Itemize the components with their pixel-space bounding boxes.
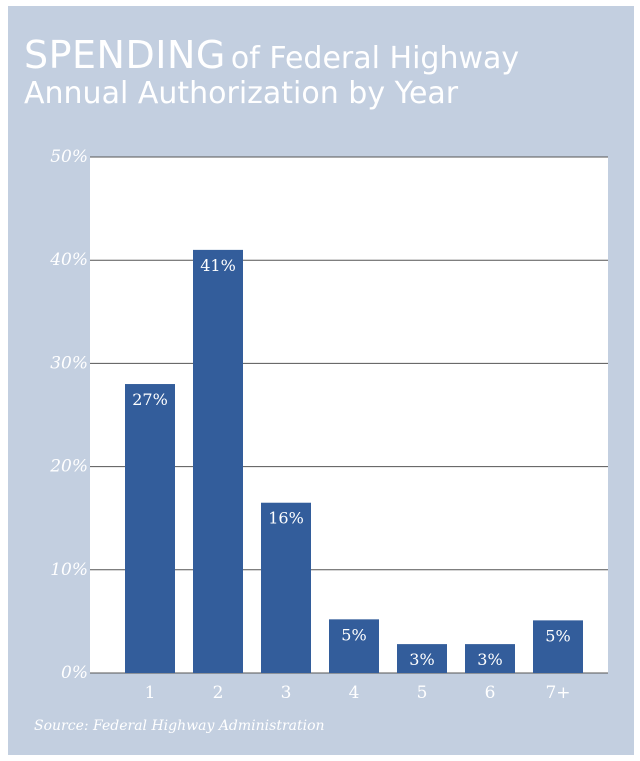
data-label: 16% (268, 509, 304, 528)
title-main: SPENDING (24, 33, 226, 77)
data-label: 3% (477, 650, 502, 669)
y-tick-label: 40% (49, 250, 88, 270)
bar (533, 620, 583, 673)
y-tick-label: 10% (50, 560, 88, 580)
title-rest: of Federal Highway (230, 41, 520, 76)
data-label: 41% (200, 256, 236, 275)
bar (465, 644, 515, 673)
x-tick-label: 5 (417, 683, 428, 703)
chart-title: SPENDING of Federal Highway Annual Autho… (24, 33, 632, 111)
x-tick-label: 7+ (545, 683, 570, 703)
data-label: 27% (132, 390, 168, 409)
x-tick-label: 6 (485, 683, 496, 703)
x-tick-label: 2 (213, 683, 224, 703)
y-tick-label: 30% (50, 353, 88, 373)
y-tick-label: 50% (50, 147, 88, 167)
bar (261, 502, 311, 673)
bar (397, 644, 447, 673)
title-line2: Annual Authorization by Year (24, 75, 459, 111)
data-label: 3% (409, 650, 434, 669)
x-tick-label: 1 (145, 683, 156, 703)
data-label: 5% (341, 625, 366, 644)
source-note: Source: Federal Highway Administration (34, 718, 325, 734)
plot-area (90, 157, 608, 673)
bar (125, 384, 175, 673)
bar (329, 619, 379, 673)
x-tick-label: 4 (349, 683, 360, 703)
y-tick-label: 0% (61, 663, 88, 683)
y-tick-label: 20% (49, 457, 88, 477)
x-tick-label: 3 (281, 683, 292, 703)
bar (193, 249, 243, 673)
data-label: 5% (545, 626, 570, 645)
